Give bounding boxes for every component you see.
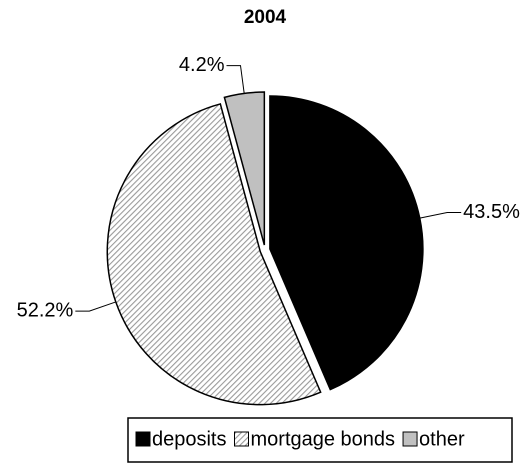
- leader-line: [226, 65, 245, 94]
- legend-label: mortgage bonds: [251, 428, 396, 450]
- legend: deposits mortgage bonds other: [135, 428, 465, 450]
- leader-line: [75, 301, 116, 312]
- pie-slice: [106, 103, 322, 406]
- chart-title: 2004: [244, 7, 287, 28]
- legend-swatch: [234, 431, 249, 447]
- legend-label: deposits: [152, 428, 227, 450]
- legend-swatch: [402, 431, 418, 447]
- legend-box: [127, 417, 513, 463]
- pie: 43.5% 52.2% 4.2%: [17, 54, 520, 406]
- legend-swatch: [135, 431, 151, 447]
- data-label: 43.5%: [463, 201, 520, 223]
- leader-line: [419, 212, 462, 219]
- data-label: 52.2%: [17, 299, 74, 321]
- pie-slice: [223, 91, 266, 246]
- legend-label: other: [419, 428, 465, 450]
- pie-slice: [269, 95, 424, 391]
- data-label: 4.2%: [179, 54, 225, 76]
